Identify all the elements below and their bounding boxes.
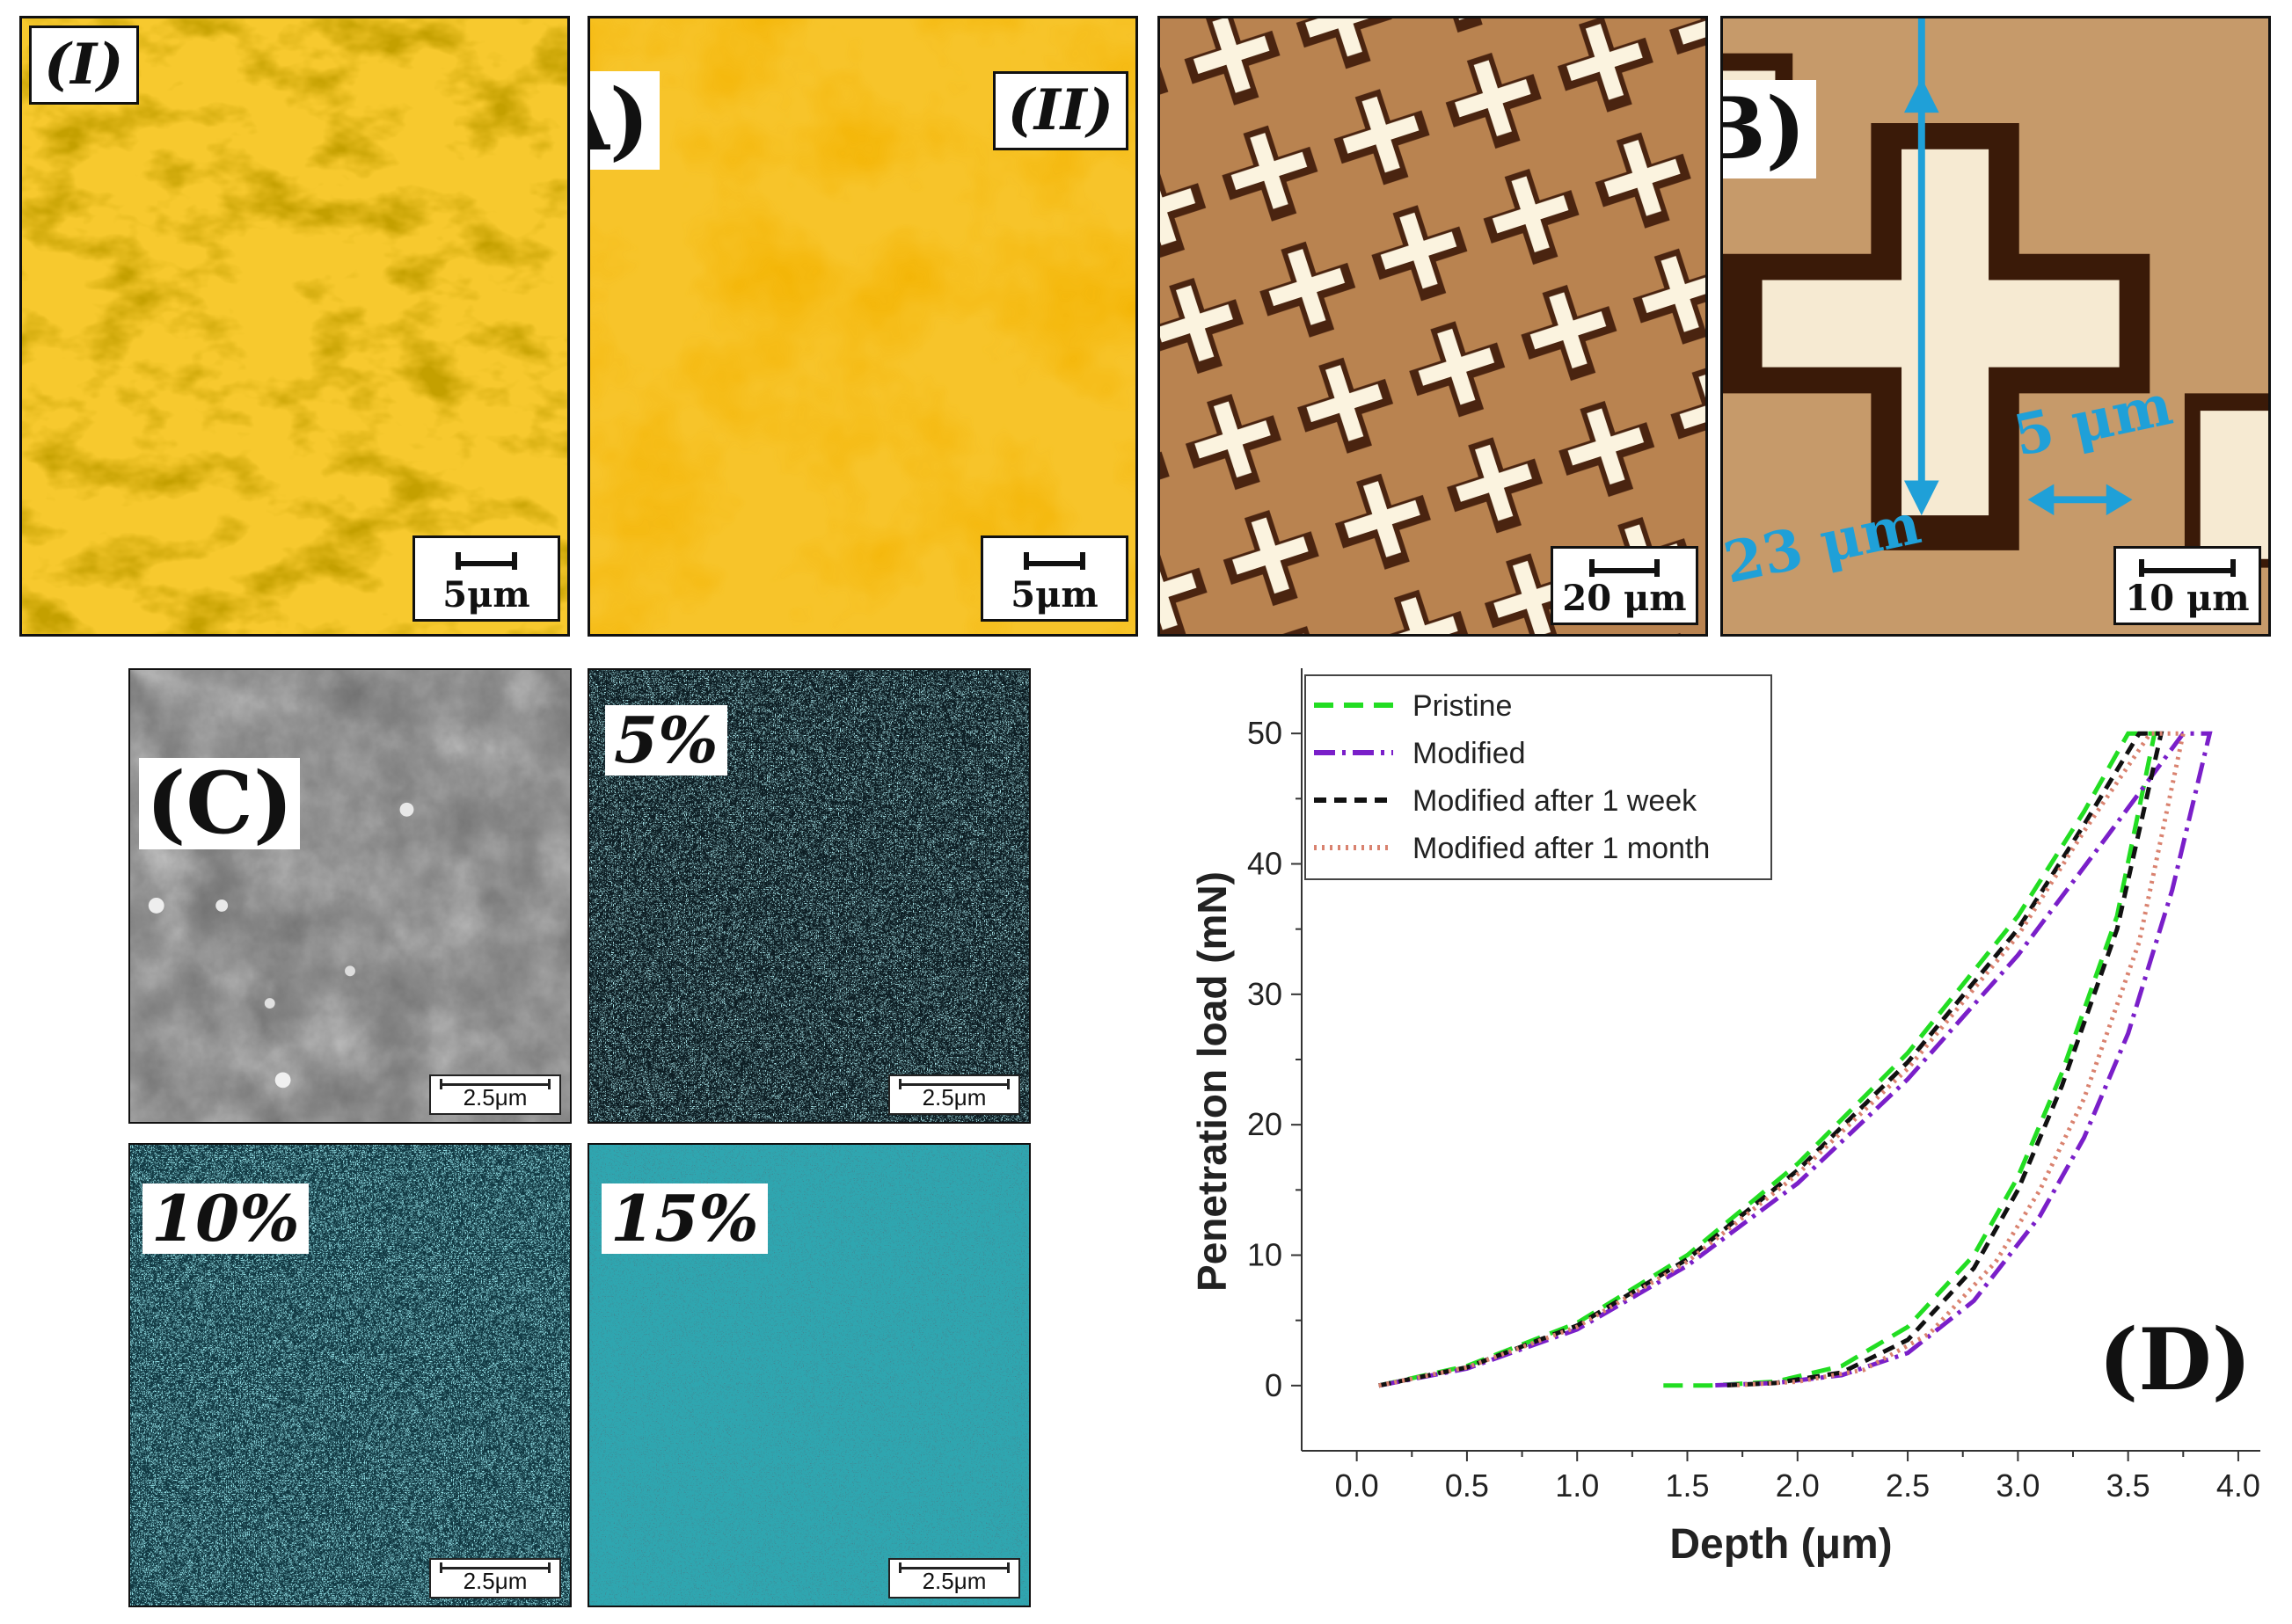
panel-c-eds-map-15: 15% 2.5μm <box>588 1143 1031 1607</box>
scale-bar-label: 5μm <box>1011 574 1099 615</box>
x-tick-label: 3.5 <box>2106 1467 2150 1504</box>
scale-bar-line <box>440 1562 551 1573</box>
x-tick-label: 2.5 <box>1886 1467 1930 1504</box>
scale-bar-a2: 5μm <box>981 535 1128 622</box>
series-line-3 <box>1378 731 2186 1388</box>
load-depth-chart: 0.0 0.5 1.0 1.5 2.0 2.5 3.0 3.5 4.0 0 10 20 30 40 50 P… <box>1189 668 2260 1568</box>
scale-bar-line <box>440 1079 551 1089</box>
scale-bar-line <box>456 552 517 570</box>
legend-label-1: Modified <box>1412 737 1526 770</box>
scale-bar-b2: 10 μm <box>2113 546 2261 625</box>
panel-a-label: (A) <box>590 71 661 170</box>
legend-label-0: Pristine <box>1412 689 1512 723</box>
scale-bar-label: 5μm <box>442 574 530 615</box>
scale-bar-label: 2.5μm <box>463 1568 528 1594</box>
x-tick-label: 2.0 <box>1776 1467 1820 1504</box>
chart-legend: Pristine Modified Modified after 1 week Mod… <box>1304 674 1772 880</box>
panel-c-eds-map-10: 10% 2.5μm <box>128 1143 572 1607</box>
scale-bar-line <box>1024 552 1085 570</box>
x-tick-label: 1.0 <box>1555 1467 1599 1504</box>
x-tick-label: 4.0 <box>2216 1467 2260 1504</box>
y-tick-label: 10 <box>1247 1237 1282 1273</box>
chart-axes: 0.0 0.5 1.0 1.5 2.0 2.5 3.0 3.5 4.0 0 10 20 30 40 50 <box>1247 668 2260 1504</box>
single-cross-zoom <box>1723 18 2268 634</box>
scale-bar-label: 20 μm <box>1562 578 1687 619</box>
chart-curves <box>1378 731 2213 1388</box>
panel-b-micrograph-2: (B) 23 μm 5 μm 10 μm <box>1720 16 2271 637</box>
scale-bar-b1: 20 μm <box>1551 546 1698 625</box>
optical-texture-1 <box>22 18 567 634</box>
x-axis-label: Depth (μm) <box>1669 1521 1892 1568</box>
panel-c-label: (C) <box>139 758 301 849</box>
legend-box <box>1304 674 1772 880</box>
scale-bar-line <box>899 1079 1010 1089</box>
panel-c-eds-map-5: 5% 2.5μm <box>588 668 1031 1124</box>
legend-label-2: Modified after 1 week <box>1412 784 1697 818</box>
series-line-2 <box>1378 731 2164 1388</box>
x-tick-label: 0.0 <box>1335 1467 1379 1504</box>
sem-scale-bar-2: 2.5μm <box>888 1074 1020 1115</box>
scale-bar-label: 10 μm <box>2125 578 2250 619</box>
y-axis-label: Penetration load (mN) <box>1189 871 1235 1292</box>
sub-label-i: (I) <box>29 25 139 105</box>
series-line-1 <box>1378 731 2213 1388</box>
scale-bar-label: 2.5μm <box>922 1084 987 1111</box>
y-tick-label: 40 <box>1247 846 1282 882</box>
scale-bar-line <box>899 1562 1010 1573</box>
sem-scale-bar-1: 2.5μm <box>429 1074 561 1115</box>
panel-a-micrograph-2: (A) (II) 5μm <box>588 16 1138 637</box>
panel-b-micrograph-1: 20 μm <box>1157 16 1708 637</box>
x-tick-label: 0.5 <box>1445 1467 1489 1504</box>
panel-c-sem-image: (C) 2.5μm <box>128 668 572 1124</box>
sem-scale-bar-3: 2.5μm <box>429 1558 561 1599</box>
concentration-label-15: 15% <box>602 1183 768 1254</box>
scale-bar-label: 2.5μm <box>463 1084 528 1111</box>
eds-noise-5 <box>589 670 1029 1122</box>
series-line-0 <box>1378 731 2157 1388</box>
sub-label-ii: (II) <box>992 71 1128 150</box>
cross-pattern-array <box>1160 18 1705 634</box>
sem-texture <box>130 670 570 1122</box>
y-tick-label: 30 <box>1247 976 1282 1012</box>
x-tick-label: 1.5 <box>1665 1467 1709 1504</box>
eds-noise-10 <box>130 1145 570 1606</box>
concentration-label-5: 5% <box>605 705 727 776</box>
panel-a-micrograph-1: (I) 5μm <box>19 16 570 637</box>
scale-bar-line <box>2139 559 2236 577</box>
concentration-label-10: 10% <box>142 1183 309 1254</box>
sem-scale-bar-4: 2.5μm <box>888 1558 1020 1599</box>
x-tick-label: 3.0 <box>1996 1467 2040 1504</box>
scale-bar-a1: 5μm <box>412 535 560 622</box>
y-tick-label: 20 <box>1247 1106 1282 1142</box>
scale-bar-label: 2.5μm <box>922 1568 987 1594</box>
legend-label-3: Modified after 1 month <box>1412 832 1710 865</box>
y-tick-label: 0 <box>1265 1367 1282 1403</box>
scale-bar-line <box>1589 559 1660 577</box>
panel-d-label: (D) <box>2099 1310 2252 1409</box>
y-tick-label: 50 <box>1247 715 1282 751</box>
panel-b-label: (B) <box>1723 80 1816 178</box>
